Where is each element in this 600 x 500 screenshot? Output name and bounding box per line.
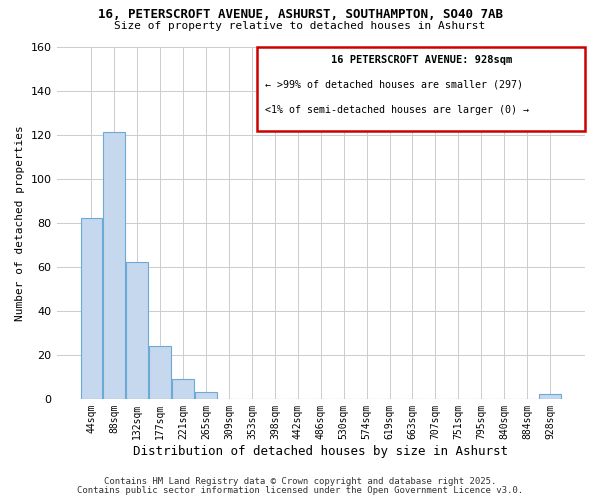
Y-axis label: Number of detached properties: Number of detached properties xyxy=(15,125,25,320)
FancyBboxPatch shape xyxy=(257,46,585,131)
Bar xyxy=(195,392,217,399)
Bar xyxy=(80,218,103,399)
Text: ← >99% of detached houses are smaller (297): ← >99% of detached houses are smaller (2… xyxy=(265,80,523,90)
Text: 16, PETERSCROFT AVENUE, ASHURST, SOUTHAMPTON, SO40 7AB: 16, PETERSCROFT AVENUE, ASHURST, SOUTHAM… xyxy=(97,8,503,20)
Text: <1% of semi-detached houses are larger (0) →: <1% of semi-detached houses are larger (… xyxy=(265,104,529,115)
Bar xyxy=(539,394,561,399)
Text: Contains HM Land Registry data © Crown copyright and database right 2025.: Contains HM Land Registry data © Crown c… xyxy=(104,477,496,486)
X-axis label: Distribution of detached houses by size in Ashurst: Distribution of detached houses by size … xyxy=(133,444,508,458)
Bar xyxy=(172,379,194,399)
Bar xyxy=(149,346,171,399)
Text: 16 PETERSCROFT AVENUE: 928sqm: 16 PETERSCROFT AVENUE: 928sqm xyxy=(331,56,512,66)
Bar xyxy=(103,132,125,399)
Text: Size of property relative to detached houses in Ashurst: Size of property relative to detached ho… xyxy=(115,21,485,31)
Bar xyxy=(127,262,148,399)
Text: Contains public sector information licensed under the Open Government Licence v3: Contains public sector information licen… xyxy=(77,486,523,495)
